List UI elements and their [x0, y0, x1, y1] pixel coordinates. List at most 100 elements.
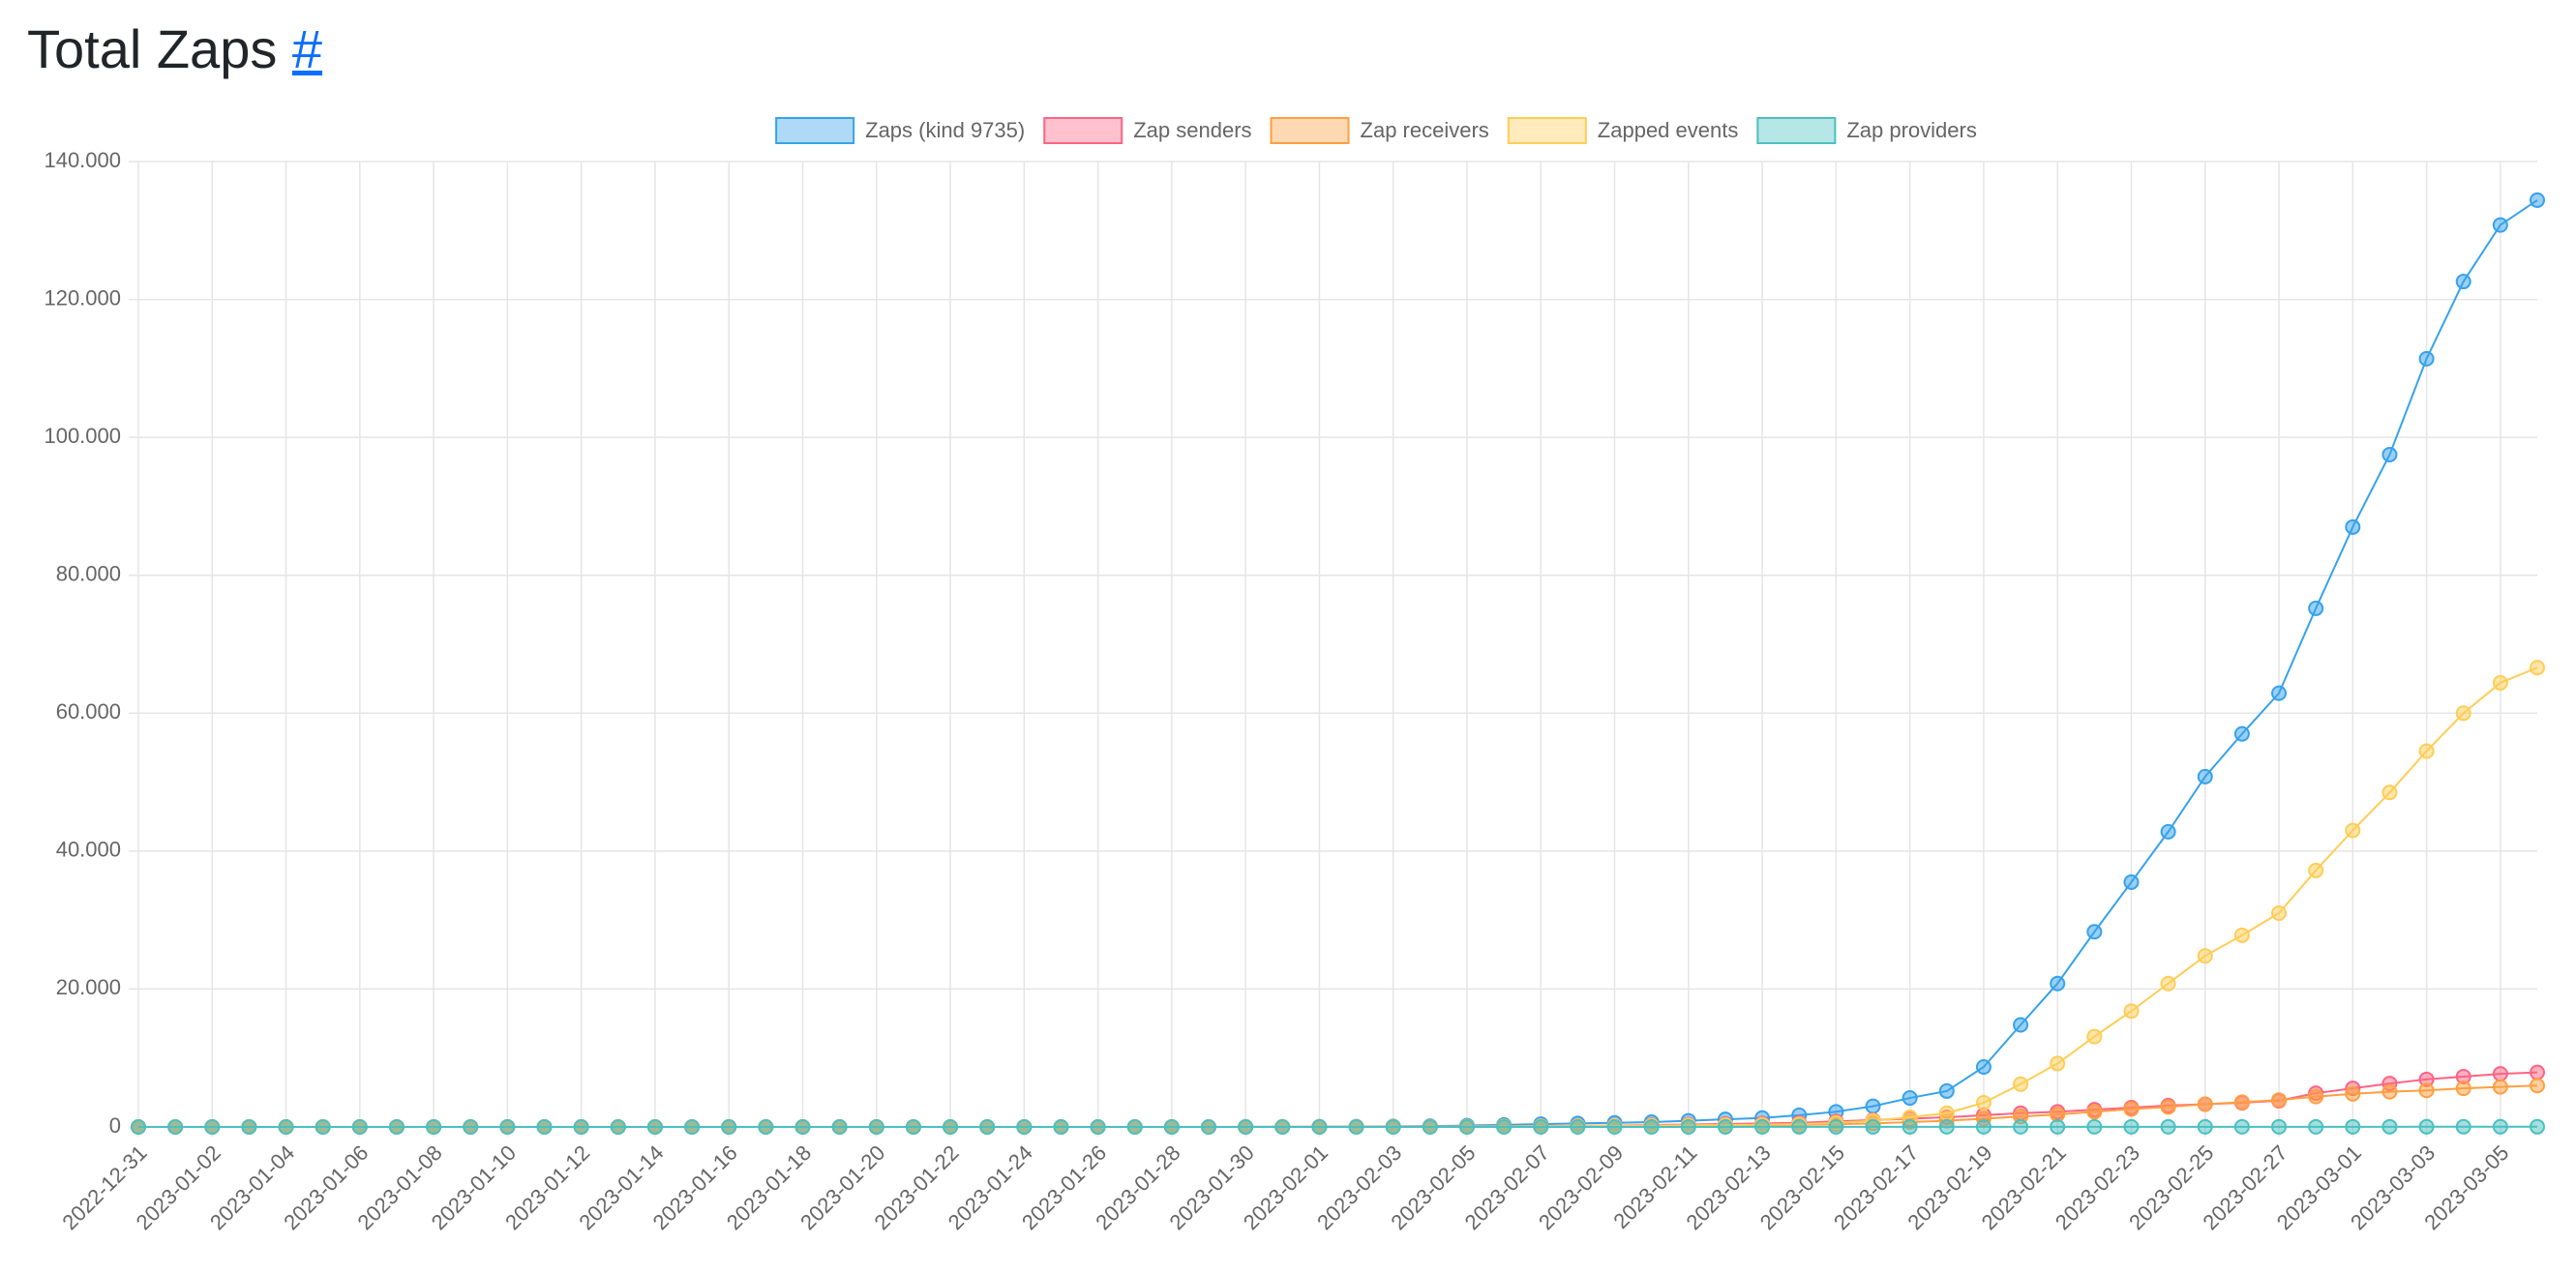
- legend-item: Zap senders: [1043, 117, 1252, 144]
- y-tick-label: 60.000: [56, 699, 121, 724]
- data-point: [1938, 1082, 1955, 1099]
- data-point: [943, 1119, 959, 1135]
- data-point: [2160, 975, 2176, 992]
- data-point: [610, 1119, 626, 1135]
- y-tick-label: 100.000: [44, 424, 121, 448]
- data-point: [1717, 1118, 1733, 1135]
- data-point: [2086, 1118, 2103, 1135]
- data-point: [1975, 1118, 1992, 1135]
- data-point: [1865, 1118, 1881, 1135]
- data-point: [2381, 446, 2398, 462]
- data-point: [2381, 1118, 2398, 1135]
- data-point: [1311, 1118, 1328, 1135]
- data-point: [2197, 948, 2213, 964]
- data-point: [2123, 1101, 2140, 1117]
- data-point: [2160, 1118, 2176, 1135]
- data-point: [2197, 768, 2213, 785]
- series-line: [138, 1084, 2538, 1128]
- data-point: [831, 1119, 848, 1135]
- data-point: [2086, 1104, 2103, 1120]
- legend-swatch: [1270, 117, 1350, 144]
- legend-item: Zap providers: [1756, 117, 1977, 144]
- data-point: [2233, 927, 2250, 943]
- data-point: [2271, 905, 2288, 922]
- data-point: [1975, 1058, 1992, 1075]
- data-point: [1238, 1118, 1254, 1135]
- legend-swatch: [1507, 117, 1587, 144]
- y-tick-label: 40.000: [56, 838, 121, 862]
- data-point: [721, 1119, 737, 1135]
- data-point: [2233, 725, 2250, 742]
- data-point: [758, 1119, 774, 1135]
- data-point: [2086, 1028, 2103, 1045]
- data-point: [2455, 1081, 2471, 1097]
- data-point: [2418, 1118, 2435, 1135]
- data-point: [2530, 1118, 2545, 1135]
- data-point: [2123, 1118, 2140, 1135]
- data-point: [1533, 1118, 1549, 1135]
- data-point: [2530, 1064, 2545, 1081]
- data-point: [1422, 1118, 1438, 1135]
- data-point: [2492, 674, 2508, 691]
- data-point: [536, 1119, 553, 1135]
- data-point: [794, 1119, 811, 1135]
- data-point: [2050, 975, 2066, 992]
- data-point: [351, 1119, 368, 1135]
- data-point: [2308, 1088, 2324, 1105]
- data-point: [2233, 1094, 2250, 1110]
- data-point: [2492, 1118, 2508, 1135]
- data-point: [868, 1119, 884, 1135]
- data-point: [979, 1119, 996, 1135]
- data-point: [2345, 822, 2361, 839]
- data-point: [2013, 1076, 2029, 1092]
- y-tick-label: 20.000: [56, 975, 121, 999]
- data-point: [2013, 1118, 2029, 1135]
- data-point: [2418, 1082, 2435, 1099]
- data-point: [1606, 1118, 1623, 1135]
- data-point: [646, 1119, 663, 1135]
- data-point: [1090, 1119, 1106, 1135]
- data-point: [2455, 705, 2471, 722]
- data-point: [1458, 1118, 1475, 1135]
- legend-swatch: [1043, 117, 1123, 144]
- data-point: [2345, 518, 2361, 535]
- series-line: [138, 199, 2538, 1128]
- data-point: [2271, 685, 2288, 701]
- data-point: [2381, 785, 2398, 801]
- legend-label: Zap receivers: [1361, 118, 1489, 142]
- data-point: [2160, 823, 2176, 840]
- data-point: [2530, 660, 2545, 676]
- data-point: [2530, 1078, 2545, 1094]
- data-point: [2418, 743, 2435, 759]
- data-point: [2197, 1118, 2213, 1135]
- data-point: [905, 1119, 921, 1135]
- data-point: [2160, 1099, 2176, 1115]
- data-point: [2308, 862, 2324, 878]
- y-tick-label: 120.000: [44, 285, 121, 310]
- y-tick-label: 80.000: [56, 562, 121, 586]
- data-point: [2013, 1017, 2029, 1033]
- data-point: [2271, 1118, 2288, 1135]
- data-point: [1791, 1118, 1808, 1135]
- data-point: [1385, 1118, 1401, 1135]
- legend-label: Zap senders: [1133, 118, 1251, 142]
- data-point: [499, 1119, 516, 1135]
- page-title: Total Zaps #: [27, 17, 322, 80]
- title-anchor-link[interactable]: #: [291, 18, 323, 79]
- data-point: [1496, 1118, 1513, 1135]
- data-point: [684, 1119, 701, 1135]
- data-point: [2233, 1118, 2250, 1135]
- data-point: [2197, 1096, 2213, 1112]
- legend-item: Zap receivers: [1270, 117, 1489, 144]
- data-point: [1902, 1090, 1918, 1107]
- title-text: Total Zaps: [27, 18, 278, 79]
- data-point: [2492, 217, 2508, 233]
- data-point: [2530, 192, 2545, 208]
- data-point: [315, 1119, 331, 1135]
- data-point: [463, 1119, 479, 1135]
- data-point: [2050, 1055, 2066, 1072]
- data-point: [426, 1119, 442, 1135]
- data-point: [1865, 1098, 1881, 1114]
- data-point: [278, 1119, 294, 1135]
